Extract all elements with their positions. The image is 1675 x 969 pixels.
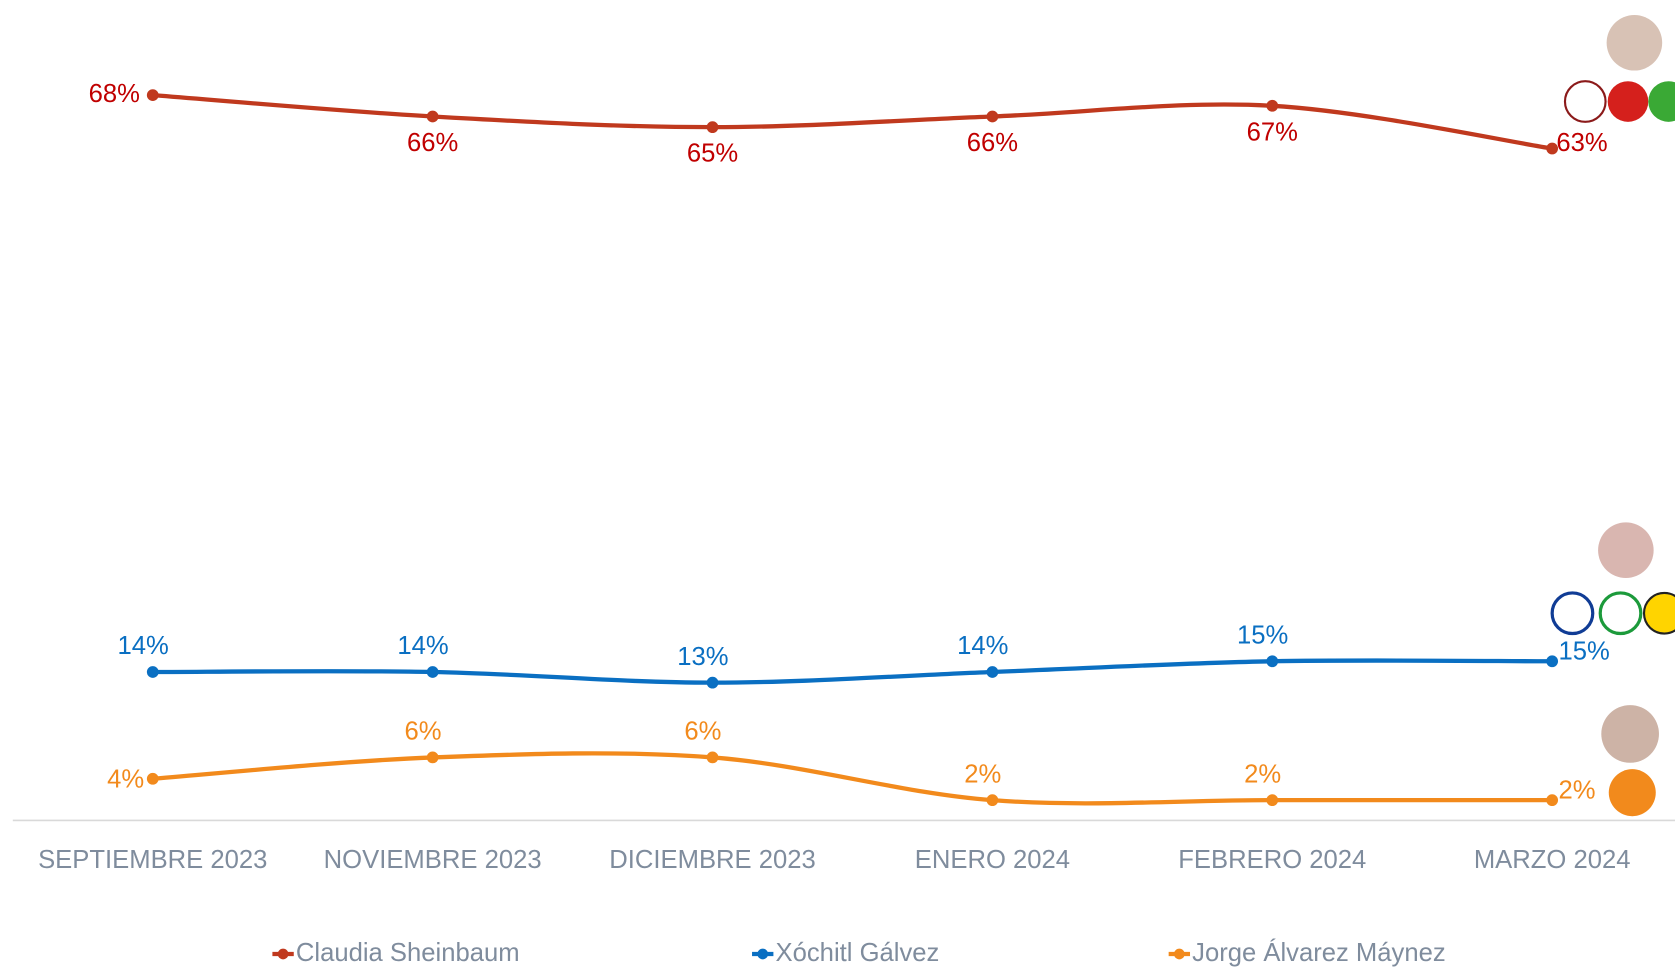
legend-label: Claudia Sheinbaum xyxy=(296,939,520,967)
x-tick-label: FEBRERO 2024 xyxy=(1178,846,1366,874)
data-label: 15% xyxy=(1559,638,1610,666)
x-tick-label: DICIEMBRE 2023 xyxy=(609,846,816,874)
data-label: 14% xyxy=(957,632,1008,660)
data-label: 2% xyxy=(964,760,1001,788)
photo xyxy=(1606,15,1663,71)
photo xyxy=(1598,522,1654,578)
legend-dot xyxy=(757,948,769,960)
point xyxy=(1546,794,1559,807)
candidate-icons xyxy=(1550,15,1675,817)
legend-label: Jorge Álvarez Máynez xyxy=(1192,938,1446,967)
photo xyxy=(1601,705,1659,763)
point xyxy=(1266,794,1279,807)
point xyxy=(986,110,999,123)
data-label: 67% xyxy=(1247,118,1298,146)
logo xyxy=(1598,591,1643,636)
data-label: 14% xyxy=(117,632,168,660)
legend-dot xyxy=(1173,948,1185,960)
x-tick-label: SEPTIEMBRE 2023 xyxy=(38,846,267,874)
point xyxy=(986,666,999,678)
x-tick-label: NOVIEMBRE 2023 xyxy=(324,846,542,874)
logo xyxy=(1648,81,1675,122)
logo xyxy=(1642,591,1675,635)
data-label: 15% xyxy=(1237,621,1288,649)
legend-label: Xóchitl Gálvez xyxy=(776,939,940,967)
series-line xyxy=(152,658,1553,685)
series-line xyxy=(152,751,1553,806)
data-label: 65% xyxy=(687,140,738,168)
data-label: 68% xyxy=(89,80,140,108)
data-label: 63% xyxy=(1556,129,1607,157)
data-label: 66% xyxy=(967,129,1018,157)
series-line xyxy=(152,92,1553,151)
point xyxy=(146,89,159,102)
logo xyxy=(1550,591,1595,636)
data-label: 2% xyxy=(1244,760,1281,788)
point xyxy=(426,666,439,678)
data-label: 13% xyxy=(677,643,728,671)
data-label: 66% xyxy=(407,129,458,157)
point xyxy=(706,121,719,134)
point xyxy=(426,751,439,764)
x-tick-label: MARZO 2024 xyxy=(1474,846,1631,874)
data-label: 4% xyxy=(107,766,144,794)
point xyxy=(146,666,159,678)
point xyxy=(986,794,999,807)
logo xyxy=(1607,81,1649,122)
legend-dot xyxy=(277,948,289,960)
point xyxy=(146,772,159,785)
data-label: 6% xyxy=(684,718,721,746)
data-label: 2% xyxy=(1559,776,1596,804)
logo xyxy=(1563,80,1607,123)
point xyxy=(1546,655,1559,668)
data-label: 6% xyxy=(404,718,441,746)
data-label: 14% xyxy=(397,632,448,660)
point xyxy=(426,110,439,123)
point xyxy=(706,751,719,764)
point xyxy=(1266,655,1279,668)
point xyxy=(1546,142,1559,155)
logo xyxy=(1608,769,1656,817)
point xyxy=(1266,99,1279,112)
point xyxy=(706,676,719,689)
x-tick-label: ENERO 2024 xyxy=(915,846,1070,874)
